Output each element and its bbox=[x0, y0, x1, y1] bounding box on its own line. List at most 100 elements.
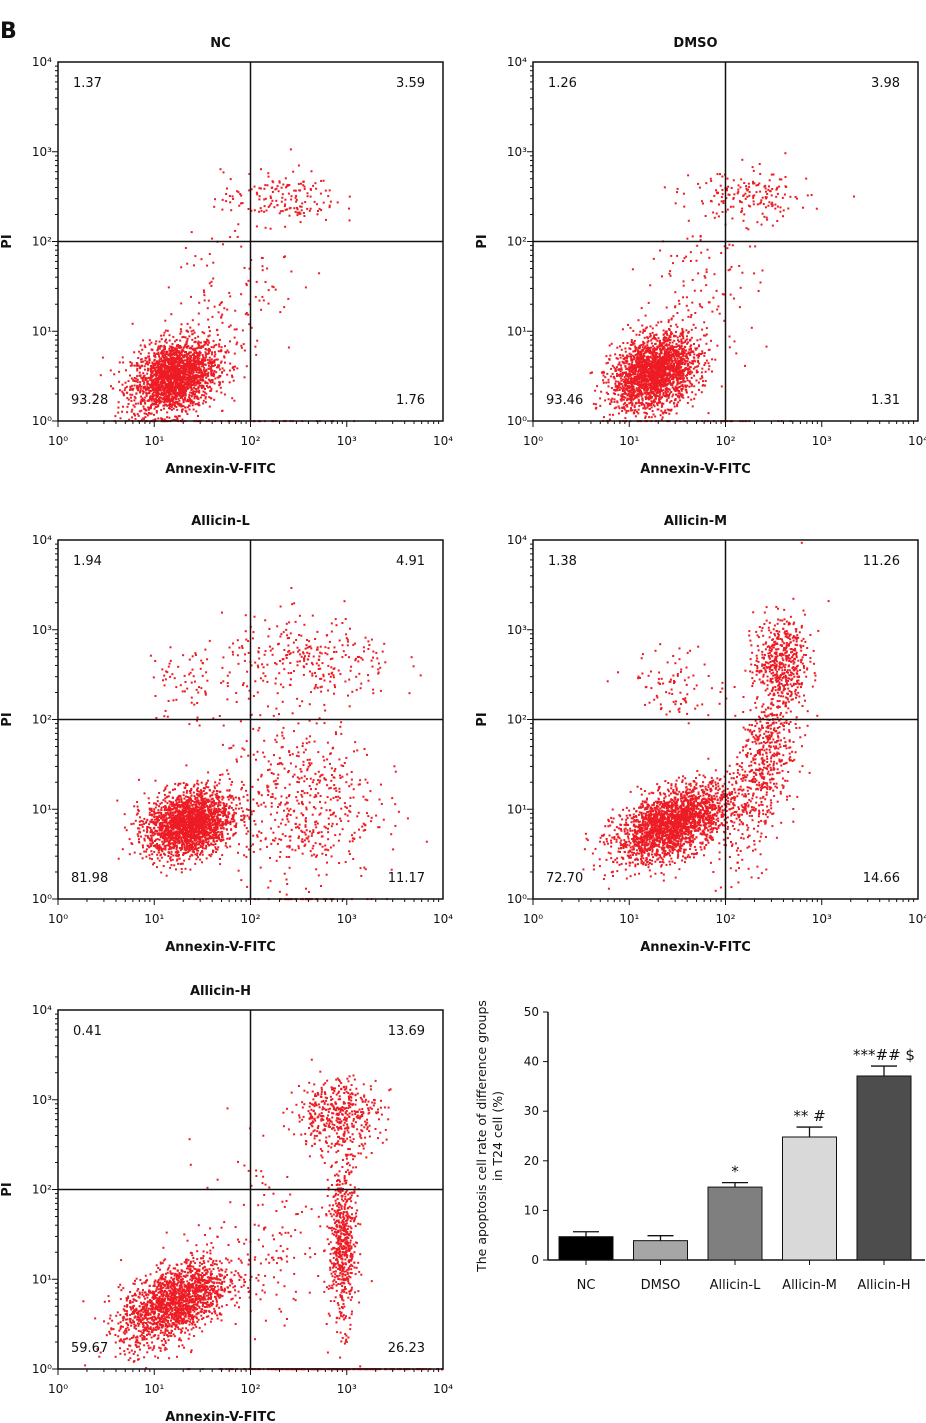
event-dot bbox=[671, 341, 674, 344]
event-dot bbox=[165, 341, 168, 344]
event-dot bbox=[155, 340, 158, 343]
event-dot bbox=[153, 368, 156, 371]
event-dot bbox=[133, 399, 136, 402]
event-dot bbox=[688, 361, 691, 364]
event-dot bbox=[276, 185, 279, 188]
event-dot bbox=[206, 343, 209, 346]
event-dot bbox=[146, 360, 149, 363]
event-dot bbox=[260, 308, 263, 311]
event-dot bbox=[203, 391, 206, 394]
event-dot bbox=[660, 320, 663, 323]
event-dot bbox=[625, 373, 628, 376]
event-dot bbox=[200, 371, 203, 374]
event-dot bbox=[745, 185, 748, 188]
event-dot bbox=[128, 418, 131, 421]
event-dot bbox=[696, 347, 699, 350]
event-dot bbox=[284, 225, 287, 228]
event-dot bbox=[190, 231, 193, 234]
event-dot bbox=[221, 380, 224, 383]
event-dot bbox=[208, 356, 211, 359]
event-dot bbox=[182, 388, 185, 391]
event-dot bbox=[144, 416, 147, 419]
event-dot bbox=[664, 340, 667, 342]
event-dot bbox=[197, 371, 200, 374]
event-dot bbox=[148, 408, 151, 411]
event-dot bbox=[707, 362, 710, 365]
event-dot bbox=[759, 172, 762, 175]
event-dot bbox=[660, 390, 663, 392]
event-dot bbox=[167, 375, 170, 378]
event-dot bbox=[677, 366, 680, 368]
event-dot bbox=[789, 195, 792, 198]
event-dot bbox=[168, 347, 171, 350]
event-dot bbox=[196, 354, 199, 357]
event-dot bbox=[610, 387, 613, 389]
event-dot bbox=[168, 407, 170, 410]
event-dot bbox=[138, 350, 141, 353]
event-dot bbox=[213, 398, 216, 401]
event-dot bbox=[630, 385, 633, 388]
event-dot bbox=[649, 325, 652, 328]
event-dot bbox=[603, 416, 605, 419]
event-dot bbox=[622, 362, 625, 365]
event-dot bbox=[602, 370, 605, 373]
event-dot bbox=[703, 354, 706, 357]
event-dot bbox=[142, 405, 145, 408]
event-dot bbox=[234, 309, 237, 312]
event-dot bbox=[198, 363, 201, 366]
event-dot bbox=[153, 363, 155, 365]
event-dot bbox=[767, 188, 770, 191]
event-dot bbox=[189, 402, 192, 405]
event-dot bbox=[142, 387, 145, 390]
event-dot bbox=[203, 294, 206, 297]
event-dot bbox=[189, 366, 192, 369]
event-dot bbox=[295, 198, 298, 201]
event-dot bbox=[610, 342, 613, 345]
event-dot bbox=[646, 406, 649, 409]
event-dot bbox=[175, 353, 178, 356]
event-dot bbox=[187, 361, 190, 364]
event-dot bbox=[655, 372, 658, 375]
event-dot bbox=[254, 295, 257, 298]
event-dot bbox=[141, 389, 144, 392]
event-dot bbox=[202, 364, 204, 367]
event-dot bbox=[195, 350, 198, 353]
event-dot bbox=[157, 365, 160, 367]
event-dot bbox=[711, 358, 714, 361]
event-dot bbox=[193, 355, 196, 358]
event-dot bbox=[767, 204, 770, 207]
event-dot bbox=[681, 372, 684, 375]
event-dot bbox=[632, 367, 635, 369]
event-dot bbox=[197, 343, 200, 346]
event-dot bbox=[179, 379, 182, 382]
event-dot bbox=[623, 376, 626, 379]
event-dot bbox=[655, 391, 658, 394]
event-dot bbox=[207, 318, 210, 321]
event-dot bbox=[118, 361, 121, 364]
event-dot bbox=[223, 369, 226, 372]
event-dot bbox=[316, 213, 319, 216]
event-dot bbox=[678, 377, 681, 380]
event-dot bbox=[175, 348, 178, 351]
event-dot bbox=[138, 366, 141, 369]
event-dot bbox=[192, 391, 195, 393]
event-dot bbox=[160, 378, 163, 381]
event-dot bbox=[621, 371, 624, 374]
event-dot bbox=[225, 200, 228, 203]
event-dot bbox=[204, 401, 207, 404]
event-dot bbox=[180, 353, 183, 356]
event-dot bbox=[604, 376, 607, 379]
event-dots bbox=[93, 148, 356, 423]
event-dot bbox=[211, 374, 214, 377]
event-dot bbox=[732, 205, 735, 208]
quadrant-lower-left: 93.28 bbox=[71, 393, 108, 408]
event-dot bbox=[191, 319, 194, 322]
event-dot bbox=[599, 397, 602, 400]
event-dot bbox=[671, 375, 674, 378]
event-dot bbox=[236, 235, 239, 238]
event-dot bbox=[191, 393, 194, 396]
event-dot bbox=[732, 197, 735, 200]
event-dot bbox=[644, 371, 646, 374]
event-dot bbox=[776, 186, 779, 189]
event-dot bbox=[159, 365, 162, 367]
